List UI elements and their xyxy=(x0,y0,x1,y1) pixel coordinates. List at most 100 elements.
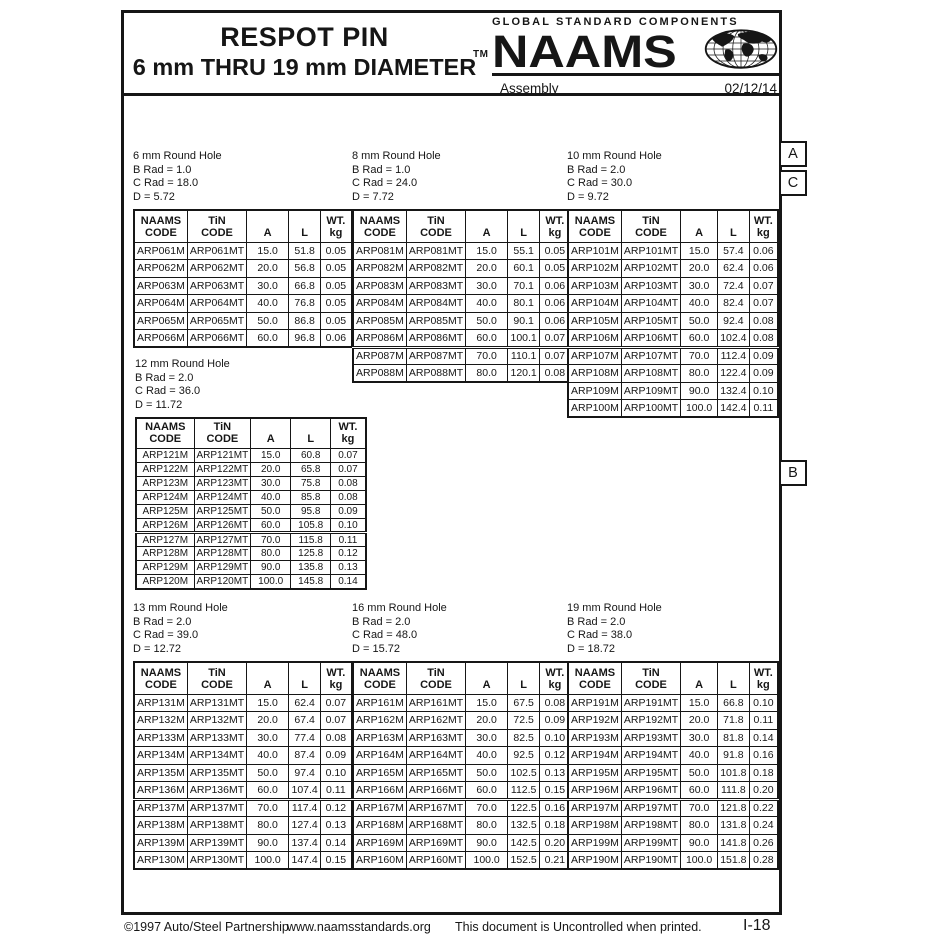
cell: 0.09 xyxy=(320,746,353,765)
cell: 151.8 xyxy=(717,851,750,870)
column-header: A xyxy=(250,417,292,449)
cell: 102.4 xyxy=(717,329,750,348)
cell: 0.10 xyxy=(748,693,779,712)
table-row: ARP134M ARP134MT 40.0 87.4 0.09 xyxy=(133,746,353,765)
cell: 0.11 xyxy=(748,399,779,418)
cell: 95.8 xyxy=(290,504,332,519)
cell: ARP127M xyxy=(135,531,195,547)
cell: ARP106M xyxy=(567,329,622,348)
cell: ARP190MT xyxy=(620,851,682,870)
table-row: ARP131M ARP131MT 15.0 62.4 0.07 xyxy=(133,693,353,712)
column-header: A xyxy=(465,661,509,695)
table-caption-16mm: 16 mm Round Hole B Rad = 2.0 C Rad = 48.0 D… xyxy=(352,602,572,656)
cell: ARP167MT xyxy=(405,797,467,817)
table-caption-19mm: 19 mm Round Hole B Rad = 2.0 C Rad = 38.0 D… xyxy=(567,602,779,656)
cell: ARP088MT xyxy=(405,364,467,383)
cell: 80.0 xyxy=(465,816,509,835)
column-header: TiN CODE xyxy=(186,209,248,243)
cell: 0.06 xyxy=(748,259,779,278)
cell: 50.0 xyxy=(250,504,292,519)
cell: 70.0 xyxy=(680,345,719,365)
cell: 62.4 xyxy=(288,693,322,712)
brand-logo-text: NAAMS xyxy=(492,26,677,77)
table-row: ARP161M ARP161MT 15.0 67.5 0.08 xyxy=(352,693,572,712)
cell: 50.0 xyxy=(246,763,290,782)
cell: ARP108MT xyxy=(620,364,682,383)
table-caption-8mm: 8 mm Round Hole B Rad = 1.0 C Rad = 24.0 D … xyxy=(352,150,572,204)
cell: 50.0 xyxy=(246,311,290,330)
table-row: ARP128M ARP128MT 80.0 125.8 0.12 xyxy=(135,546,367,561)
cell: 15.0 xyxy=(680,241,719,260)
cell: ARP109MT xyxy=(620,381,682,400)
cell: ARP124MT xyxy=(193,490,252,505)
cell: ARP166MT xyxy=(405,781,467,800)
cell: 50.0 xyxy=(680,311,719,330)
cell: ARP129MT xyxy=(193,560,252,575)
table-row: ARP122M ARP122MT 20.0 65.8 0.07 xyxy=(135,462,367,477)
cell: 80.0 xyxy=(680,364,719,383)
column-header: NAAMS CODE xyxy=(135,417,195,449)
cell: 0.08 xyxy=(330,476,367,491)
cell: ARP164MT xyxy=(405,746,467,765)
globe-icon xyxy=(703,28,779,70)
caption-line: D = 18.72 xyxy=(567,642,616,655)
cell: ARP061MT xyxy=(186,241,248,260)
cell: ARP195MT xyxy=(620,763,682,782)
table-row: ARP063M ARP063MT 30.0 66.8 0.05 xyxy=(133,276,353,295)
table-row: ARP121M ARP121MT 15.0 60.8 0.07 xyxy=(135,448,367,463)
cell: 70.0 xyxy=(465,345,509,365)
cell: 97.4 xyxy=(288,763,322,782)
cell: ARP196MT xyxy=(620,781,682,800)
table-caption-12mm: 12 mm Round Hole B Rad = 2.0 C Rad = 36.0 D… xyxy=(135,358,367,412)
cell: 132.5 xyxy=(507,816,541,835)
column-header: A xyxy=(680,209,719,243)
cell: 62.4 xyxy=(717,259,750,278)
cell: 72.5 xyxy=(507,711,541,730)
cell: ARP190M xyxy=(567,851,622,870)
cell: 72.4 xyxy=(717,276,750,295)
cell: 40.0 xyxy=(246,746,290,765)
column-header: L xyxy=(717,209,750,243)
cell: ARP160M xyxy=(352,851,407,870)
cell: ARP130MT xyxy=(186,851,248,870)
cell: 15.0 xyxy=(465,693,509,712)
caption-line: 8 mm Round Hole xyxy=(352,150,441,162)
cell: 0.09 xyxy=(748,345,779,365)
cell: ARP198MT xyxy=(620,816,682,835)
cell: ARP134MT xyxy=(186,746,248,765)
column-header: TiN CODE xyxy=(405,661,467,695)
cell: 50.0 xyxy=(680,763,719,782)
cell: 121.8 xyxy=(717,797,750,817)
cell: 0.05 xyxy=(539,259,572,278)
cell: 0.08 xyxy=(539,364,572,383)
column-header: TiN CODE xyxy=(405,209,467,243)
table-row: ARP065M ARP065MT 50.0 86.8 0.05 xyxy=(133,311,353,330)
column-header: L xyxy=(288,209,322,243)
cell: ARP139MT xyxy=(186,833,248,852)
cell: ARP137M xyxy=(133,797,188,817)
cell: 135.8 xyxy=(290,560,332,575)
cell: ARP087MT xyxy=(405,345,467,365)
cell: 30.0 xyxy=(680,728,719,747)
brand-underline xyxy=(492,73,779,76)
caption-line: B Rad = 2.0 xyxy=(135,371,194,384)
cell: ARP138M xyxy=(133,816,188,835)
cell: 107.4 xyxy=(288,781,322,800)
cell: 0.06 xyxy=(539,276,572,295)
cell: ARP126M xyxy=(135,518,195,533)
cell: 0.10 xyxy=(330,518,367,533)
revision-date: 02/12/14 xyxy=(724,81,777,96)
cell: 67.4 xyxy=(288,711,322,730)
table-row: ARP100M ARP100MT 100.0 142.4 0.11 xyxy=(567,399,779,418)
table-row: ARP066M ARP066MT 60.0 96.8 0.06 xyxy=(133,329,353,348)
table-row: ARP162M ARP162MT 20.0 72.5 0.09 xyxy=(352,711,572,730)
document-page: RESPOT PIN 6 mm THRU 19 mm DIAMETER GLOB… xyxy=(121,10,782,915)
cell: 100.0 xyxy=(680,399,719,418)
cell: 0.11 xyxy=(748,711,779,730)
cell: ARP193MT xyxy=(620,728,682,747)
cell: 85.8 xyxy=(290,490,332,505)
page-header: RESPOT PIN 6 mm THRU 19 mm DIAMETER GLOB… xyxy=(124,13,779,96)
cell: 80.0 xyxy=(246,816,290,835)
table-row: ARP120M ARP120MT 100.0 145.8 0.14 xyxy=(135,574,367,589)
cell: 30.0 xyxy=(246,276,290,295)
